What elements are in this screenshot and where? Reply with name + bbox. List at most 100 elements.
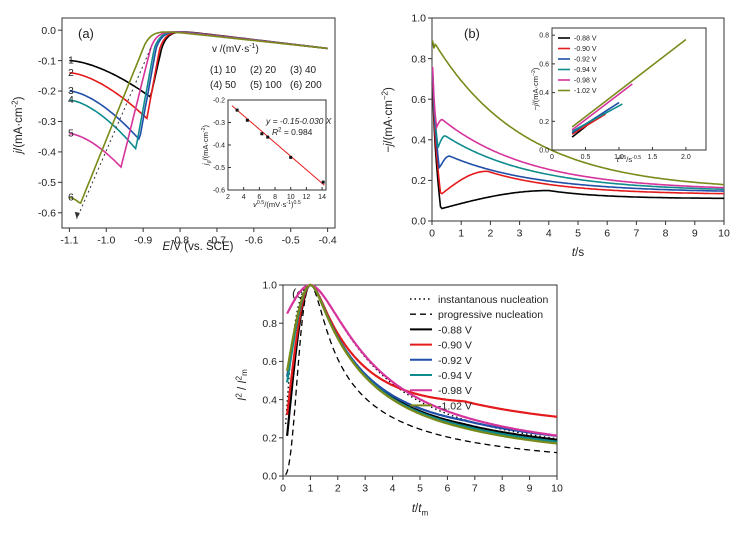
panel-b-inset-xtick-label: 0.5 <box>581 154 591 161</box>
panel-b-inset-ytick-label: 0.2 <box>539 119 549 126</box>
panel-a-inset-r2: R2 = 0.984 <box>272 127 313 137</box>
panel-b-xtick-label: 7 <box>633 228 639 240</box>
panel-b-inset-xtick-label: 2.0 <box>681 154 691 161</box>
panel-c-xtick-label: 3 <box>362 483 368 495</box>
panel-b-xtick-label: 6 <box>604 228 610 240</box>
panel-c-xtick-label: 6 <box>444 483 450 495</box>
panel-a-inset-ytick-label: -0.5 <box>213 165 225 172</box>
panel-c-legend-label: -0.98 V <box>438 385 472 397</box>
panel-b-curve <box>431 40 725 186</box>
panel-c-xtick-label: 2 <box>335 483 341 495</box>
panel-b-ytick-label: 0.6 <box>411 94 426 106</box>
panel-b-curve <box>431 66 725 189</box>
panel-c-ytick-label: 0.2 <box>262 432 277 444</box>
panel-a-xlabel: E/V (vs. SCE) <box>163 241 234 253</box>
panel-a-ytick-label: -0.3 <box>38 116 56 128</box>
panel-c-curve <box>286 283 558 437</box>
panel-a-xtick-label: -0.4 <box>319 235 337 247</box>
panel-c-curve <box>286 283 558 445</box>
panel-c-legend-label: -0.94 V <box>438 370 472 382</box>
panel-c-xtick-label: 8 <box>499 483 505 495</box>
panel-b-xtick-label: 0 <box>429 228 435 240</box>
panel-a-trend-arrowhead <box>74 211 80 219</box>
panel-a-xtick-label: -1.1 <box>60 235 78 247</box>
panel-b-ytick-label: 0.2 <box>411 175 426 187</box>
panel-a-legend-entry: (3) 40 <box>290 65 317 76</box>
panel-a-inset-point <box>321 180 325 184</box>
panel-b-inset-xtick-label: 0 <box>550 154 554 161</box>
panel-c-curve <box>286 283 558 418</box>
panel-a-inset-xtick-label: 8 <box>273 194 277 201</box>
panel-c-ytick-label: 0.6 <box>262 356 277 368</box>
panel-b-label: (b) <box>464 26 480 41</box>
panel-b-xtick-label: 1 <box>458 228 464 240</box>
panel-a-xtick-label: -0.8 <box>171 235 189 247</box>
panel-c-ylabel: I2 / I2m <box>234 369 249 401</box>
panel-a-curve-label: 5 <box>68 128 74 140</box>
panel-a-curve-label: 1 <box>68 55 74 67</box>
panel-b-xtick-label: 3 <box>517 228 523 240</box>
panel-b-inset-frame <box>551 27 707 151</box>
panel-b-inset-xtick-label: 1.5 <box>648 154 658 161</box>
panel-a-label: (a) <box>78 26 94 41</box>
panel-b-ytick-label: 0.4 <box>411 134 426 146</box>
panel-c-legend-label: -0.92 V <box>438 355 472 367</box>
panel-b-xtick-label: 8 <box>663 228 669 240</box>
panel-a-curve-label: 6 <box>68 192 74 204</box>
panel-b-inset-legend-label: -0.90 V <box>574 46 597 53</box>
panel-c-xtick-label: 0 <box>280 483 286 495</box>
panel-a-inset-ylabel: jp/(mA·cm-2) <box>201 124 212 166</box>
panel-b-inset-line <box>571 38 687 128</box>
panel-b-inset-legend-label: -0.98 V <box>574 78 597 85</box>
panel-a-xtick-label: -0.5 <box>282 235 300 247</box>
panel-b-inset-xtick-label: 1.0 <box>614 154 624 161</box>
panel-a-legend-entry: (1) 10 <box>210 65 237 76</box>
panel-c-legend-label: -0.88 V <box>438 324 472 336</box>
panel-a-inset-ytick-label: -0.3 <box>213 120 225 127</box>
panel-a-xtick-label: -0.7 <box>208 235 226 247</box>
panel-b-inset-legend-label: -0.92 V <box>574 57 597 64</box>
panel-a-inset-point <box>260 132 264 136</box>
panel-a-xtick-label: -0.6 <box>245 235 263 247</box>
panel-b-inset-legend-label: -0.88 V <box>574 36 597 43</box>
panel-a-curve-label: 3 <box>68 85 74 97</box>
panel-a-inset-ytick-label: -0.2 <box>213 98 225 105</box>
panel-a-ytick-label: -0.4 <box>38 147 56 159</box>
panel-b-inset-xlabel: t0.5/s-0.5 <box>617 155 641 164</box>
panel-b-inset-legend-label: -0.94 V <box>574 67 597 74</box>
panel-a-inset-equation: y = -0.15-0.030 X <box>265 116 332 126</box>
panel-a-inset-ytick-label: -0.6 <box>213 188 225 195</box>
panel-b-ylabel: −j/(mA·cm−2) <box>380 87 395 153</box>
panel-a-ytick-label: -0.1 <box>38 55 56 67</box>
panel-a-ytick-label: -0.5 <box>38 177 56 189</box>
panel-a-curve-label: 4 <box>68 94 74 106</box>
panel-b-xtick-label: 10 <box>718 228 730 240</box>
panel-b-curve <box>431 77 725 195</box>
panel-a-legend-title: v /(mV·s-1) <box>212 43 259 55</box>
panel-c-xtick-label: 1 <box>307 483 313 495</box>
panel-a-inset-xtick-label: 4 <box>242 194 246 201</box>
panel-c-xlabel: t/tm <box>412 503 429 517</box>
panel-b-inset-ytick-label: 0.8 <box>539 33 549 40</box>
panel-a-ytick-label: -0.6 <box>38 207 56 219</box>
panel-c-legend-label: instantanous nucleation <box>438 294 548 306</box>
panel-a-inset-xtick-label: 10 <box>287 194 295 201</box>
panel-a-legend-entry: (4) 50 <box>210 80 237 91</box>
panel-b-curve <box>431 69 724 191</box>
panel-b-inset-line <box>571 103 623 133</box>
panel-b-inset-ytick-label: 0.0 <box>539 148 549 155</box>
panel-c-ytick-label: 0.0 <box>262 471 277 483</box>
panel-b-curve <box>431 82 724 210</box>
panel-b-xtick-label: 2 <box>487 228 493 240</box>
panel-b-inset-ytick-label: 0.6 <box>539 61 549 68</box>
panel-a-xtick-label: -1.0 <box>97 235 115 247</box>
panel-c-legend-label: -0.90 V <box>438 340 472 352</box>
panel-a-inset-xtick-label: 12 <box>303 194 311 201</box>
panel-a-trend-arrow <box>76 48 151 220</box>
panel-c-legend-label: progressive nucleation <box>438 309 543 321</box>
panel-a-curve-6 <box>69 31 328 205</box>
panel-a-inset-xtick-label: 6 <box>257 194 261 201</box>
panel-b-inset-line <box>571 83 633 131</box>
